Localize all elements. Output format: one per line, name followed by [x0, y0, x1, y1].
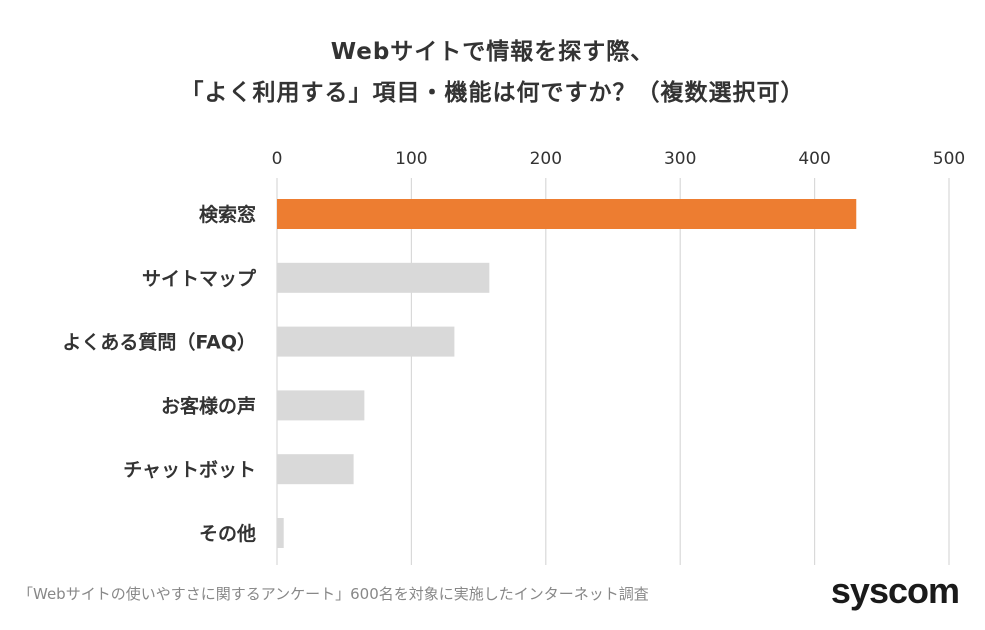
category-label: その他	[199, 522, 256, 545]
category-label: 検索窓	[199, 203, 256, 226]
bar	[277, 262, 490, 293]
x-tick-label: 100	[395, 149, 427, 169]
syscom-logo: syscom	[830, 570, 960, 611]
x-tick-label: 200	[530, 149, 562, 169]
chart-title-line-2: 「よく利用する」項目・機能は何ですか？（複数選択可）	[180, 80, 805, 106]
category-label: サイトマップ	[142, 267, 257, 290]
bar	[277, 454, 354, 485]
chart-title-line-1: Webサイトで情報を探す際、	[330, 39, 655, 65]
x-tick-label: 400	[798, 149, 830, 169]
category-label: よくある質問（FAQ）	[62, 331, 256, 354]
x-tick-label: 500	[933, 149, 965, 169]
x-tick-label: 300	[664, 149, 696, 169]
bar	[277, 326, 455, 357]
source-note: 「Webサイトの使いやすさに関するアンケート」600名を対象に実施したインターネ…	[18, 585, 649, 603]
bar	[277, 518, 284, 548]
bar	[277, 199, 857, 229]
bar	[277, 390, 365, 421]
x-tick-label: 0	[272, 149, 283, 169]
category-label: お客様の声	[161, 394, 256, 417]
category-label: チャットボット	[123, 459, 256, 481]
